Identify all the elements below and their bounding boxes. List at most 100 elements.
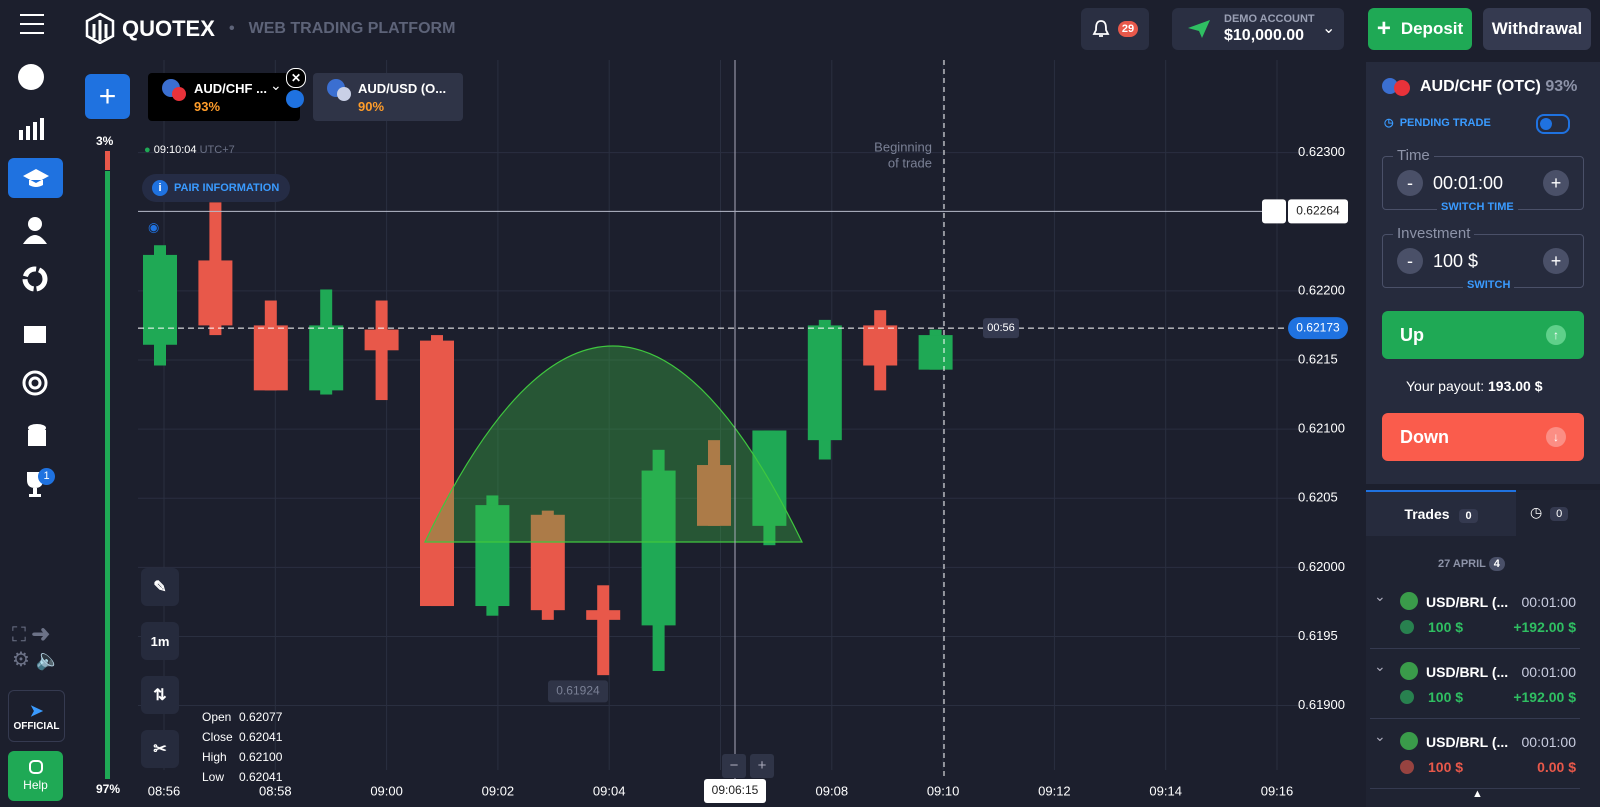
official-button[interactable]: ➤ OFFICIAL — [8, 690, 65, 742]
zoom-button[interactable] — [750, 754, 774, 778]
draw-tool[interactable]: ✎ — [141, 568, 179, 606]
indicators[interactable]: ✂ — [141, 730, 179, 768]
candle-body — [530, 514, 565, 611]
eye-icon: ◉ — [148, 219, 159, 234]
notifications[interactable]: 29 — [1081, 8, 1149, 50]
x-tick-label: 09:04 — [593, 783, 626, 798]
minus-button[interactable]: - — [1397, 170, 1423, 196]
sidebar-icons — [18, 64, 54, 171]
candle-body — [198, 260, 233, 326]
scroll-up[interactable]: ▲ — [1472, 788, 1483, 800]
sentiment-segment — [105, 151, 110, 170]
candle-body — [586, 610, 621, 620]
plus-button[interactable]: + — [1543, 248, 1569, 274]
chart-type[interactable]: ⇅ — [141, 676, 179, 714]
candle-body — [309, 325, 344, 391]
pending-toggle[interactable] — [1536, 114, 1570, 134]
profile-icon[interactable] — [22, 216, 48, 246]
tournament-icon[interactable] — [22, 318, 48, 344]
countdown-tag — [983, 318, 1019, 339]
timeframe[interactable]: 1m — [141, 622, 179, 660]
trade-direction — [1400, 620, 1414, 634]
candle-body — [420, 340, 454, 607]
settings-row[interactable]: ⛶ ➜ ⚙ 🔈 — [12, 624, 61, 671]
sentiment-bar — [105, 151, 110, 779]
crosshair-time: 09:06:15 — [712, 783, 759, 797]
trade-item[interactable]: ⌄ USD/BRL (... 00:01:00 100 $ 0.00 $ — [1370, 726, 1580, 789]
payout: Your payout: 193.00 $ — [1406, 378, 1543, 394]
trade-profit: 0.00 $ — [1537, 759, 1576, 775]
coins-icon[interactable] — [22, 422, 48, 448]
education-tab[interactable] — [8, 158, 63, 198]
trades-tab[interactable]: Trades 0 — [1366, 490, 1516, 536]
date-count: 4 — [1488, 557, 1505, 571]
zoom-label: + — [758, 757, 767, 774]
add-tab[interactable]: + — [85, 74, 130, 119]
badge: 29 — [1117, 21, 1139, 37]
chevron: ⌄ — [1374, 588, 1386, 604]
chevron: ⌄ — [1374, 728, 1386, 744]
ohlc-row: Close 0.62041 — [202, 727, 282, 747]
pin-tab[interactable] — [286, 90, 304, 108]
trade-asset: USD/BRL (... — [1426, 734, 1509, 750]
analytics-icon[interactable] — [18, 116, 44, 142]
investment-label: Investment — [1393, 225, 1475, 242]
trade-profit: +192.00 $ — [1513, 689, 1576, 705]
y-tick-label: 0.62000 — [1298, 559, 1345, 574]
minus-button[interactable]: - — [1397, 248, 1423, 274]
switch-time[interactable]: SWITCH TIME — [1437, 201, 1518, 213]
history-tab[interactable]: ◷ 0 — [1530, 504, 1569, 521]
up-button[interactable]: Up ↑ — [1382, 311, 1584, 359]
x-tick-label: 09:14 — [1149, 783, 1182, 798]
subtitle-text: WEB TRADING PLATFORM — [248, 20, 456, 37]
withdrawal-button[interactable]: Withdrawal — [1483, 8, 1591, 50]
x-tick-label: 09:10 — [927, 783, 960, 798]
candle-wick — [597, 585, 610, 676]
payout-value: 193.00 $ — [1488, 378, 1543, 394]
x-tick-label: 09:00 — [370, 783, 403, 798]
trade-duration: 00:01:00 — [1521, 594, 1577, 610]
ohlc-value: 0.62077 — [239, 710, 283, 724]
trade-duration: 00:01:00 — [1521, 664, 1577, 680]
down-button[interactable]: Down ↓ — [1382, 413, 1584, 461]
zoom-button[interactable] — [722, 754, 746, 778]
trade-item[interactable]: ⌄ USD/BRL (... 00:01:00 100 $ +192.00 $ — [1370, 656, 1580, 719]
asset-payout: 93% — [1545, 78, 1578, 95]
candle-body — [697, 465, 731, 526]
pending[interactable]: ◷ PENDING TRADE — [1384, 117, 1491, 129]
deposit-button[interactable]: + Deposit — [1368, 8, 1472, 50]
trade-item[interactable]: ⌄ USD/BRL (... 00:01:00 100 $ +192.00 $ — [1370, 586, 1580, 649]
x-tick-label: 08:56 — [148, 783, 181, 798]
trade-asset: USD/BRL (... — [1426, 664, 1509, 680]
date-text: 27 APRIL — [1438, 558, 1486, 570]
trade-amount: 100 $ — [1428, 759, 1464, 775]
payout-curve — [424, 345, 803, 543]
candle-body — [143, 254, 177, 345]
switch[interactable]: SWITCH — [1463, 279, 1515, 291]
logo-icon — [85, 12, 115, 44]
pending-text: PENDING TRADE — [1399, 117, 1491, 129]
candle-body — [752, 430, 787, 526]
asset-tab[interactable]: AUD/CHF ... 93% ⌄ — [148, 73, 300, 121]
pair-info[interactable]: i PAIR INFORMATION — [142, 174, 290, 202]
candle-body — [475, 505, 510, 607]
help-button[interactable]: Help — [8, 751, 63, 801]
current-price-tag — [1288, 317, 1348, 340]
account[interactable]: DEMO ACCOUNT $10,000.00 ⌄ — [1172, 8, 1344, 50]
market-icon[interactable] — [22, 266, 48, 292]
asset-name: AUD/CHF (OTC) — [1420, 78, 1541, 95]
y-tick-label: 0.6215 — [1298, 351, 1338, 366]
asset-tab[interactable]: AUD/USD (O... 90% — [313, 73, 463, 121]
deposit-text: Deposit — [1400, 19, 1464, 38]
clock-time: 09:10:04 — [153, 144, 197, 156]
y-tick-label: 0.62100 — [1298, 421, 1345, 436]
ohlc-value: 0.62041 — [239, 770, 283, 784]
menu-button[interactable] — [20, 14, 44, 34]
support-icon[interactable] — [18, 64, 44, 90]
chevron: ⌄ — [1374, 658, 1386, 674]
signals-icon[interactable] — [22, 370, 48, 396]
payout-label: Your payout: — [1406, 378, 1485, 394]
plus-button[interactable]: + — [1543, 170, 1569, 196]
close-tab[interactable]: ✕ — [286, 68, 306, 88]
